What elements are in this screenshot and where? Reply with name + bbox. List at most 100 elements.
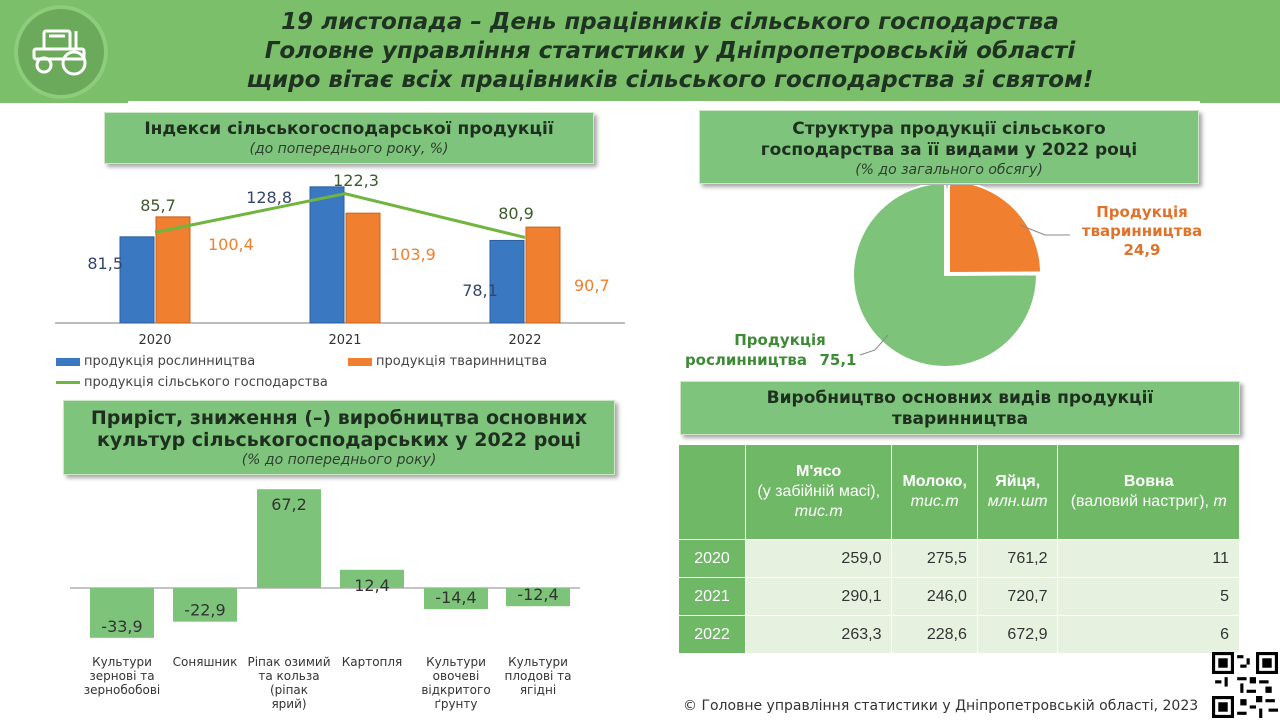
col-milk: Молоко, тис.т xyxy=(891,444,978,540)
indices-chart: 2020 2021 2022 81,5 128,8 78,1 100,4 103,9 90,7 8… xyxy=(55,171,625,348)
growth-category-label: Культури xyxy=(508,655,568,669)
pie-value-livestock: 24,9 xyxy=(1123,241,1160,259)
indices-subtitle: (до попереднього року, %) xyxy=(249,141,449,157)
livestock-title-line-1: Виробництво основних видів продукції xyxy=(766,388,1154,408)
col-wool-note: (валовий настриг), xyxy=(1070,493,1209,510)
x-tick-label: 2020 xyxy=(138,333,171,348)
logo-badge xyxy=(14,5,108,99)
growth-data-label: -22,9 xyxy=(184,601,225,620)
growth-title-line-2: культур сільськогосподарських у 2022 роц… xyxy=(96,429,582,451)
structure-pie-chart: Продукціятваринництва24,9Продукціярослин… xyxy=(685,185,1202,369)
growth-category-label: зернові та xyxy=(89,669,154,683)
growth-data-label: 12,4 xyxy=(354,576,390,595)
col-milk-name: Молоко, xyxy=(902,473,967,490)
qr-code-icon xyxy=(1212,652,1278,718)
growth-bar xyxy=(90,588,154,638)
legend-item-agriculture: продукція сільського господарства xyxy=(56,375,328,390)
data-label-crops: 78,1 xyxy=(462,281,498,300)
cell-eggs: 761,2 xyxy=(976,539,1059,578)
row-year: 2020 xyxy=(678,539,746,578)
legend-label-crops: продукція рослинництва xyxy=(84,354,256,369)
col-eggs-unit: млн.шт xyxy=(987,493,1048,510)
growth-category-label: ярий) xyxy=(271,697,306,711)
table-row: 2020 259,0 275,5 761,2 11 xyxy=(678,539,1240,578)
structure-subtitle: (% до загального обсягу) xyxy=(855,162,1043,178)
growth-category-label: Культури xyxy=(92,655,152,669)
col-eggs-name: Яйця, xyxy=(995,473,1041,490)
growth-data-label: -33,9 xyxy=(101,617,142,636)
growth-bar xyxy=(173,588,237,622)
growth-category-label: зернобобові xyxy=(84,683,160,697)
legend-item-crops: продукція рослинництва xyxy=(56,354,255,369)
growth-category-label: (ріпак xyxy=(270,683,308,697)
pie-label-livestock-line1: Продукція xyxy=(1096,203,1188,221)
col-wool: Вовна (валовий настриг), т xyxy=(1057,444,1240,540)
cell-meat: 259,0 xyxy=(744,539,893,578)
data-label-crops: 128,8 xyxy=(246,188,292,207)
structure-title-line-1: Структура продукції сільського xyxy=(792,119,1106,139)
growth-category-label: Соняшник xyxy=(173,655,238,669)
data-label-crops: 81,5 xyxy=(87,254,123,273)
growth-chart: -33,9-22,967,212,4-14,4 -12,4Культуризерн… xyxy=(70,489,580,711)
bar-livestock xyxy=(345,212,381,324)
header-banner: 19 листопада – День працівників сільсько… xyxy=(0,0,1280,103)
bar-crops xyxy=(489,239,525,324)
header-title: 19 листопада – День працівників сільсько… xyxy=(120,8,1220,95)
legend-swatch-blue xyxy=(56,357,80,366)
growth-category-label: відкритого xyxy=(421,683,490,697)
data-label-livestock: 103,9 xyxy=(390,245,436,264)
cell-milk: 228,6 xyxy=(891,615,978,654)
cell-eggs: 720,7 xyxy=(976,577,1059,616)
row-year: 2021 xyxy=(678,577,746,616)
growth-data-label: -12,4 xyxy=(517,585,558,604)
col-meat: М'ясо (у забійній масі), тис.т xyxy=(744,444,893,540)
growth-category-label: ягідні xyxy=(520,683,556,697)
pie-leader-crops xyxy=(859,334,889,356)
cell-milk: 246,0 xyxy=(891,577,978,616)
growth-category-label: Культури xyxy=(426,655,486,669)
indices-title: Індекси сільськогосподарської продукції xyxy=(144,119,554,139)
pie-value-crops: 75,1 xyxy=(819,351,856,369)
growth-title-box: Приріст, зниження (–) виробництва основн… xyxy=(63,400,615,475)
livestock-title-box: Виробництво основних видів продукції тва… xyxy=(680,381,1240,435)
col-meat-name: М'ясо xyxy=(796,463,842,480)
header-line-2: Головне управління статистики у Дніпропе… xyxy=(264,38,1076,64)
data-label-agriculture: 80,9 xyxy=(498,204,534,223)
growth-category-label: овочеві xyxy=(433,669,480,683)
legend-swatch-orange xyxy=(348,357,372,366)
growth-title-line-1: Приріст, зниження (–) виробництва основн… xyxy=(90,407,588,429)
cell-wool: 5 xyxy=(1057,577,1240,616)
col-meat-note: (у забійній масі), xyxy=(757,483,881,500)
table-row: 2022 263,3 228,6 672,9 6 xyxy=(678,615,1240,654)
data-label-agriculture: 85,7 xyxy=(140,196,176,215)
pie-slice-crops xyxy=(852,185,1038,368)
header-line-1: 19 листопада – День працівників сільсько… xyxy=(281,9,1059,35)
legend-item-livestock: продукція тваринництва xyxy=(348,354,547,369)
cell-wool: 6 xyxy=(1057,615,1240,654)
bar-crops xyxy=(119,236,155,324)
indices-title-box: Індекси сільськогосподарської продукції … xyxy=(104,112,594,164)
cell-milk: 275,5 xyxy=(891,539,978,578)
row-year: 2022 xyxy=(678,615,746,654)
table-row: 2021 290,1 246,0 720,7 5 xyxy=(678,577,1240,616)
pie-label-crops-line2: рослинництва xyxy=(685,351,807,369)
cell-eggs: 672,9 xyxy=(976,615,1059,654)
col-wool-name: Вовна xyxy=(1123,473,1174,490)
growth-category-label: плодові та xyxy=(504,669,571,683)
pie-leader-livestock xyxy=(1019,224,1070,236)
cell-meat: 263,3 xyxy=(744,615,893,654)
legend-label-agriculture: продукція сільського господарства xyxy=(84,375,328,390)
growth-bar xyxy=(506,588,570,607)
table-header-row: М'ясо (у забійній масі), тис.т Молоко, тис.… xyxy=(678,444,1240,540)
livestock-table: М'ясо (у забійній масі), тис.т Молоко, тис.… xyxy=(678,444,1240,654)
x-tick-label: 2021 xyxy=(328,333,361,348)
agriculture-line xyxy=(154,192,526,239)
x-tick-label: 2022 xyxy=(508,333,541,348)
cell-meat: 290,1 xyxy=(744,577,893,616)
col-wool-unit: т xyxy=(1213,493,1227,510)
pie-label-crops-line1: Продукція xyxy=(734,331,826,349)
legend-swatch-line xyxy=(56,381,80,384)
growth-category-label: Ріпак озимий xyxy=(247,655,330,669)
growth-category-label: Картопля xyxy=(342,655,403,669)
data-label-livestock: 90,7 xyxy=(574,276,610,295)
